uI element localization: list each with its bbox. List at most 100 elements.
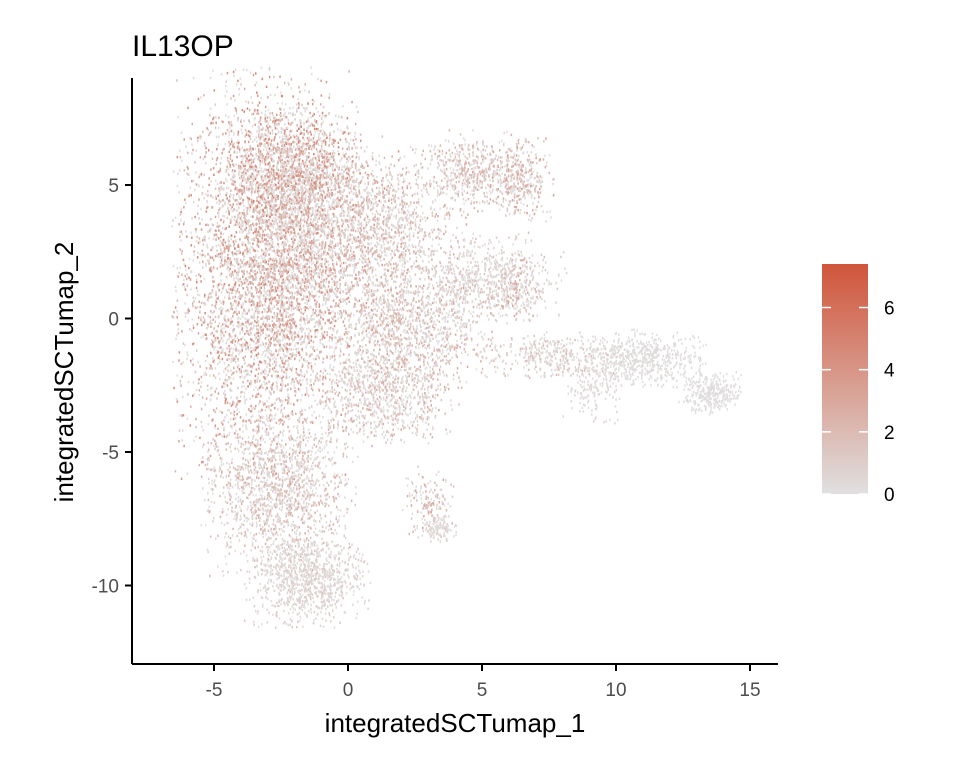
- data-point: [236, 408, 238, 411]
- data-point: [176, 267, 179, 270]
- data-point: [221, 435, 223, 438]
- data-point: [265, 238, 267, 241]
- data-point: [299, 327, 301, 331]
- data-point: [246, 247, 248, 251]
- data-point: [245, 293, 247, 296]
- data-point: [247, 320, 249, 323]
- data-point: [302, 436, 304, 439]
- data-point: [337, 317, 339, 320]
- data-point: [301, 241, 303, 245]
- data-point: [277, 338, 280, 341]
- data-point: [254, 83, 256, 87]
- data-point: [245, 226, 248, 230]
- data-point: [293, 384, 295, 387]
- data-point: [359, 133, 362, 136]
- data-point: [198, 174, 201, 177]
- data-point: [346, 180, 348, 184]
- data-point: [247, 300, 250, 303]
- data-point: [238, 148, 241, 151]
- data-point: [213, 346, 215, 349]
- data-point: [223, 370, 225, 373]
- data-point: [228, 134, 230, 137]
- data-point: [234, 258, 236, 261]
- data-point: [294, 320, 296, 323]
- data-point: [280, 255, 283, 258]
- data-point: [246, 294, 249, 297]
- data-point: [256, 173, 258, 177]
- data-point: [311, 209, 314, 212]
- data-point: [279, 91, 282, 94]
- data-point: [320, 280, 322, 284]
- data-point: [281, 377, 283, 380]
- data-point: [241, 375, 243, 378]
- data-point: [232, 240, 235, 243]
- data-point: [230, 302, 232, 305]
- data-point: [245, 131, 248, 134]
- data-point: [277, 342, 280, 345]
- data-point: [275, 324, 277, 327]
- data-point: [195, 228, 197, 231]
- data-point: [351, 100, 353, 104]
- data-point: [284, 81, 286, 85]
- data-point: [277, 195, 279, 198]
- data-point: [286, 395, 289, 398]
- data-point: [302, 136, 304, 139]
- data-point: [283, 353, 285, 356]
- data-point: [246, 208, 249, 212]
- data-point: [329, 207, 332, 211]
- data-point: [253, 208, 256, 212]
- data-point: [241, 108, 243, 112]
- data-point: [295, 235, 298, 238]
- data-point: [248, 225, 251, 228]
- data-point: [173, 386, 175, 390]
- data-point: [337, 128, 339, 131]
- data-point: [237, 139, 239, 143]
- data-point: [209, 256, 212, 259]
- data-point: [265, 323, 267, 326]
- data-point: [270, 373, 273, 377]
- data-point: [310, 373, 312, 377]
- data-point: [198, 273, 200, 276]
- data-point: [230, 382, 232, 385]
- data-point: [204, 333, 206, 336]
- data-point: [336, 446, 338, 449]
- data-point: [274, 152, 276, 155]
- data-point: [279, 327, 281, 330]
- data-point: [220, 283, 223, 286]
- data-point: [315, 232, 318, 235]
- data-point: [288, 308, 290, 311]
- data-point: [289, 326, 291, 329]
- data-point: [261, 255, 263, 258]
- data-point: [238, 302, 240, 305]
- data-point: [346, 117, 349, 120]
- data-point: [276, 483, 278, 486]
- data-point: [293, 322, 296, 325]
- data-point: [309, 192, 311, 195]
- data-point: [303, 162, 305, 165]
- data-point: [232, 210, 234, 213]
- data-point: [301, 257, 303, 260]
- data-point: [325, 216, 327, 220]
- data-point: [289, 447, 291, 450]
- data-point: [262, 279, 264, 282]
- data-point: [215, 179, 217, 182]
- data-point: [228, 243, 230, 246]
- data-point: [228, 332, 231, 336]
- data-point: [235, 220, 238, 223]
- data-point: [269, 307, 272, 311]
- data-point: [223, 326, 225, 330]
- data-point: [255, 429, 257, 432]
- data-point: [280, 297, 283, 300]
- data-point: [359, 172, 361, 175]
- data-point: [231, 169, 234, 172]
- data-point: [174, 306, 177, 309]
- data-point: [204, 254, 206, 258]
- data-point: [181, 414, 183, 417]
- data-point: [315, 267, 317, 270]
- data-point: [221, 311, 223, 315]
- data-point: [263, 297, 265, 300]
- data-point: [194, 371, 197, 374]
- data-point: [324, 141, 327, 144]
- data-point: [288, 343, 291, 346]
- data-point: [272, 438, 275, 441]
